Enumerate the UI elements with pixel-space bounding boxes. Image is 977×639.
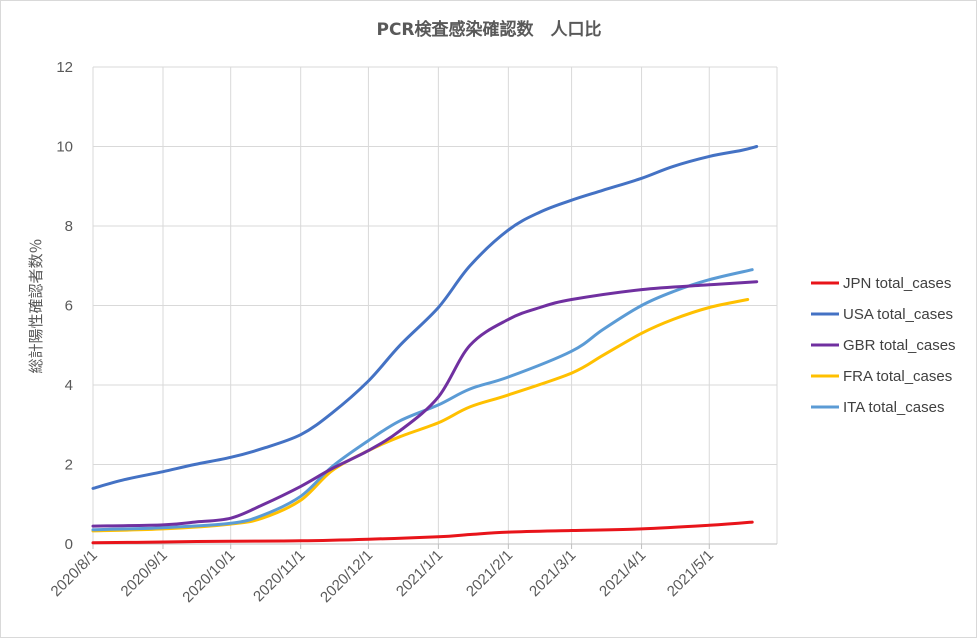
x-tick-label: 2020/12/1 — [317, 547, 376, 606]
grid — [92, 66, 778, 544]
y-tick-label: 6 — [65, 298, 73, 315]
x-tick-label: 2021/3/1 — [526, 547, 579, 600]
x-tick-label: 2020/11/1 — [250, 547, 308, 605]
x-tick-label: 2020/8/1 — [48, 547, 101, 600]
x-tick-label: 2021/2/1 — [463, 547, 516, 600]
series-line-usa — [91, 145, 759, 490]
legend-label-fra: FRA total_cases — [843, 368, 952, 385]
x-tick-label: 2021/5/1 — [664, 547, 717, 600]
legend-label-usa: USA total_cases — [843, 306, 953, 323]
series-line-jpn — [91, 520, 754, 545]
x-tick-label: 2021/4/1 — [596, 547, 649, 600]
y-tick-label: 2 — [65, 457, 73, 474]
legend: JPN total_cases USA total_cases GBR total_… — [811, 275, 956, 416]
legend-label-jpn: JPN total_cases — [843, 275, 951, 292]
x-tick-label: 2021/1/1 — [393, 547, 446, 600]
y-tick-label: 8 — [65, 218, 73, 235]
series-line-ita — [91, 268, 754, 532]
y-tick-label: 10 — [56, 139, 73, 156]
y-tick-label: 4 — [65, 377, 73, 394]
y-tick-label: 0 — [65, 536, 73, 553]
x-tick-label: 2020/10/1 — [179, 547, 238, 606]
series-lines — [91, 145, 759, 545]
legend-label-ita: ITA total_cases — [843, 399, 944, 416]
series-line-fra — [91, 298, 750, 533]
chart-title: PCR検査感染確認数 人口比 — [376, 19, 601, 40]
x-tick-label: 2020/9/1 — [117, 547, 170, 600]
legend-label-gbr: GBR total_cases — [843, 337, 956, 354]
series-line-gbr — [91, 280, 759, 528]
y-axis-label: 総計陽性確認者数％ — [27, 238, 45, 373]
y-tick-label: 12 — [56, 59, 73, 76]
